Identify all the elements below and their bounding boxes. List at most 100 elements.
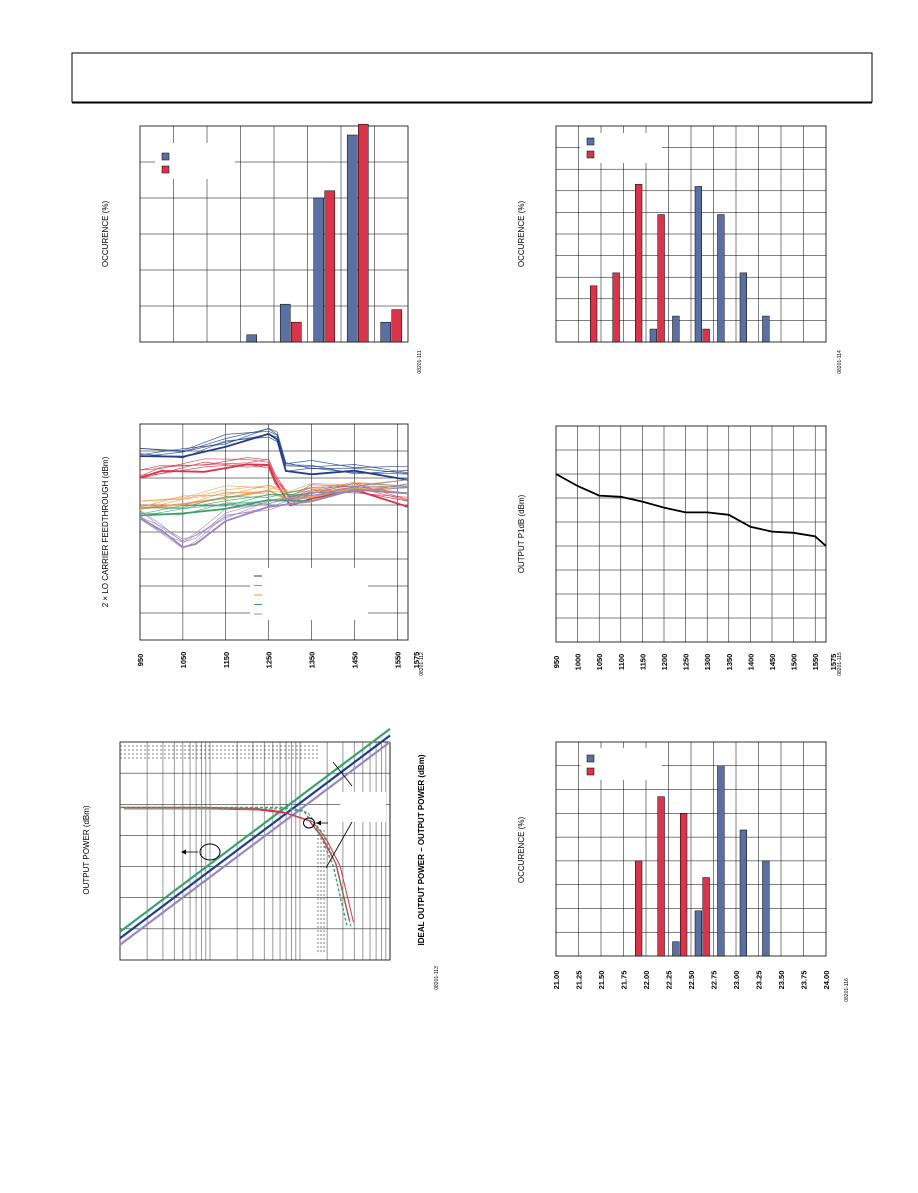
- fig115-xtick: 1050: [595, 654, 604, 671]
- fig112-xtick: 1050: [179, 652, 188, 669]
- 5-bar-s2-4: [635, 860, 643, 957]
- fig116-xtick: 23.25: [755, 971, 764, 990]
- fig113-callout-upper: [332, 761, 353, 787]
- chart-fig114: OCCURENCE (%) 08201-114: [517, 125, 843, 374]
- 0-bar-s2-5: [291, 321, 302, 343]
- fig115-xtick: 1350: [725, 654, 734, 671]
- fig114-legend-swatch-1: [586, 137, 595, 146]
- fig116-xtick: 22.75: [710, 971, 719, 990]
- 3-bar-s1-9: [739, 272, 747, 343]
- 5-bar-s1-8: [717, 765, 725, 957]
- fig113-series-3: [119, 741, 391, 946]
- fig116-xtick: 23.00: [732, 971, 741, 990]
- legend-box: [250, 568, 368, 620]
- chart-fig113: OUTPUT POWER (dBm) IDEAL OUTPUT POWER – O…: [82, 728, 440, 990]
- 0-bar-s2-8: [391, 309, 403, 343]
- fig115-xtick: 1500: [790, 654, 799, 671]
- fig115-xtick: 1550: [811, 654, 820, 671]
- 3-bar-s1-7: [694, 186, 702, 343]
- 0-bar-s1-5: [279, 303, 291, 343]
- fig115-xtick: 1300: [703, 654, 712, 671]
- fig114-legend-swatch-2: [586, 150, 595, 159]
- 0-bar-s2-6: [324, 190, 336, 343]
- 0-bar-s1-7: [346, 134, 358, 343]
- 2-figure-id: 08201-113: [434, 966, 440, 990]
- 5-bar-s1-10: [762, 860, 770, 957]
- fig111-ylabel: OCCURENCE (%): [101, 201, 110, 268]
- fig113-marker-circle-left: [199, 843, 221, 861]
- fig112-series-3-trace-5: [139, 481, 409, 502]
- 5-bar-s2-6: [680, 813, 688, 957]
- fig115-xtick: 950: [552, 656, 561, 669]
- fig112-series-5-trace-6: [139, 479, 409, 542]
- fig116-xtick: 23.75: [800, 971, 809, 990]
- fig112-xtick: 1450: [350, 652, 359, 669]
- 3-bar-s2-4: [635, 184, 643, 343]
- 3-bar-s1-5: [649, 328, 657, 343]
- 3-bar-s2-2: [590, 285, 598, 343]
- fig115-xtick: 1200: [660, 654, 669, 671]
- charts-layer: OCCURENCE (%) 08201-111 OCCURENCE (%) 08201…: [82, 123, 850, 1002]
- 0-bar-s1-6: [313, 197, 325, 343]
- fig116-xtick: 21.75: [620, 971, 629, 990]
- 3-bar-s1-6: [672, 315, 680, 343]
- fig111-legend-swatch-2: [161, 165, 170, 174]
- fig113-y2label: IDEAL OUTPUT POWER – OUTPUT POWER (dBm): [417, 754, 426, 945]
- fig116-xtick: 21.50: [597, 971, 606, 990]
- 3-figure-id: 08201-114: [837, 350, 843, 374]
- 4-figure-id: 08201-115: [837, 652, 843, 676]
- chart-fig111: OCCURENCE (%) 08201-111: [101, 123, 423, 374]
- fig114-ylabel: OCCURENCE (%): [517, 201, 526, 268]
- 1-figure-id: 08201-112: [419, 652, 425, 676]
- 0-bar-s1-8: [380, 321, 392, 343]
- 5-bar-s1-9: [739, 829, 747, 957]
- fig113-arrowhead-left: [181, 849, 186, 855]
- legend-box: [580, 133, 662, 163]
- 5-bar-s2-7: [702, 877, 710, 957]
- fig113-callout-lower: [325, 821, 353, 869]
- fig115-series-line: [555, 473, 827, 547]
- 0-bar-s2-7: [358, 123, 369, 343]
- chart-fig112: 950 1050 1150 1250 1350 1450 1550 1575 2 × LO CA…: [101, 423, 425, 676]
- fig112-series-3-trace-2: [139, 487, 409, 507]
- 3-bar-s2-5: [657, 214, 665, 343]
- 3-bar-s1-8: [717, 214, 725, 343]
- fig113-ylabel: OUTPUT POWER (dBm): [82, 805, 91, 895]
- fig116-xtick: 22.25: [665, 971, 674, 990]
- 3-bar-s1-10: [762, 315, 770, 343]
- fig116-xtick: 21.25: [575, 971, 584, 990]
- 5-figure-id: 08201-116: [844, 978, 850, 1002]
- fig116-xtick: 23.50: [777, 971, 786, 990]
- fig113-arrowhead-right: [316, 820, 321, 826]
- fig113-series-1: [119, 728, 391, 933]
- 3-bar-s2-7: [702, 328, 710, 343]
- fig116-legend-swatch-2: [586, 767, 595, 776]
- fig115-xtick: 1150: [638, 654, 647, 670]
- fig113-annotation-box: [340, 792, 386, 822]
- fig116-xtick: 22.00: [642, 971, 651, 990]
- 0-figure-id: 08201-111: [417, 350, 423, 373]
- fig113-series-5: [120, 806, 348, 926]
- 3-bar-s2-3: [612, 272, 620, 343]
- fig112-series-1-trace-6: [139, 430, 409, 468]
- fig112-xtick: 1150: [222, 652, 231, 668]
- 5-bar-s1-6: [672, 941, 680, 957]
- chart-fig115: 950 1000 1050 1100 1150 1200 1250 1300 1350 1400 1…: [517, 425, 843, 676]
- fig112-xtick: 1350: [308, 652, 317, 669]
- fig115-xtick: 1100: [617, 654, 626, 670]
- plot-frame: [119, 741, 391, 961]
- fig112-xtick: 1575: [412, 652, 421, 669]
- fig112-xtick: 1250: [265, 652, 274, 669]
- legend-box: [155, 143, 235, 179]
- fig115-xtick: 1250: [682, 654, 691, 671]
- fig116-legend-swatch-1: [586, 754, 595, 763]
- fig112-xtick: 950: [136, 654, 145, 667]
- plot-frame: [555, 425, 827, 643]
- fig115-xtick: 1450: [768, 654, 777, 671]
- fig115-xtick: 1000: [574, 654, 583, 671]
- 5-bar-s2-5: [657, 796, 665, 957]
- fig112-series-1-trace-1: [139, 432, 409, 481]
- fig112-series-1-trace-3: [139, 434, 409, 475]
